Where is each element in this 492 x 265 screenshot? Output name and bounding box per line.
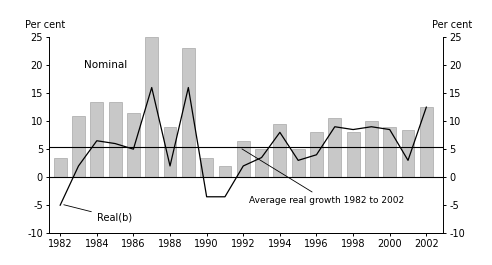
Bar — [72, 116, 85, 177]
Bar — [328, 118, 341, 177]
Bar — [310, 132, 323, 177]
Bar — [109, 101, 122, 177]
Bar — [200, 158, 213, 177]
Text: Per cent: Per cent — [432, 20, 472, 30]
Bar — [292, 149, 305, 177]
Text: Nominal: Nominal — [84, 60, 127, 69]
Bar — [164, 127, 177, 177]
Text: Average real growth 1982 to 2002: Average real growth 1982 to 2002 — [242, 149, 404, 205]
Bar — [218, 166, 231, 177]
Text: Real(b): Real(b) — [64, 205, 132, 223]
Bar — [54, 158, 66, 177]
Bar — [255, 149, 268, 177]
Bar — [365, 121, 378, 177]
Bar — [274, 124, 286, 177]
Bar — [383, 127, 396, 177]
Text: Per cent: Per cent — [25, 20, 65, 30]
Bar — [91, 101, 103, 177]
Bar — [237, 141, 249, 177]
Bar — [127, 113, 140, 177]
Bar — [145, 37, 158, 177]
Bar — [182, 48, 195, 177]
Bar — [347, 132, 360, 177]
Bar — [401, 130, 414, 177]
Bar — [420, 107, 433, 177]
